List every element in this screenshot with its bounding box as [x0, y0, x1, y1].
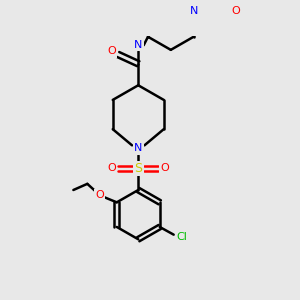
Text: N: N: [189, 6, 198, 16]
Text: N: N: [134, 143, 142, 153]
Text: O: O: [231, 6, 240, 16]
Text: O: O: [95, 190, 104, 200]
Text: O: O: [107, 46, 116, 56]
Text: O: O: [107, 164, 116, 173]
Text: O: O: [160, 164, 169, 173]
Text: Cl: Cl: [176, 232, 187, 242]
Text: N: N: [134, 40, 142, 50]
Text: S: S: [134, 162, 142, 175]
